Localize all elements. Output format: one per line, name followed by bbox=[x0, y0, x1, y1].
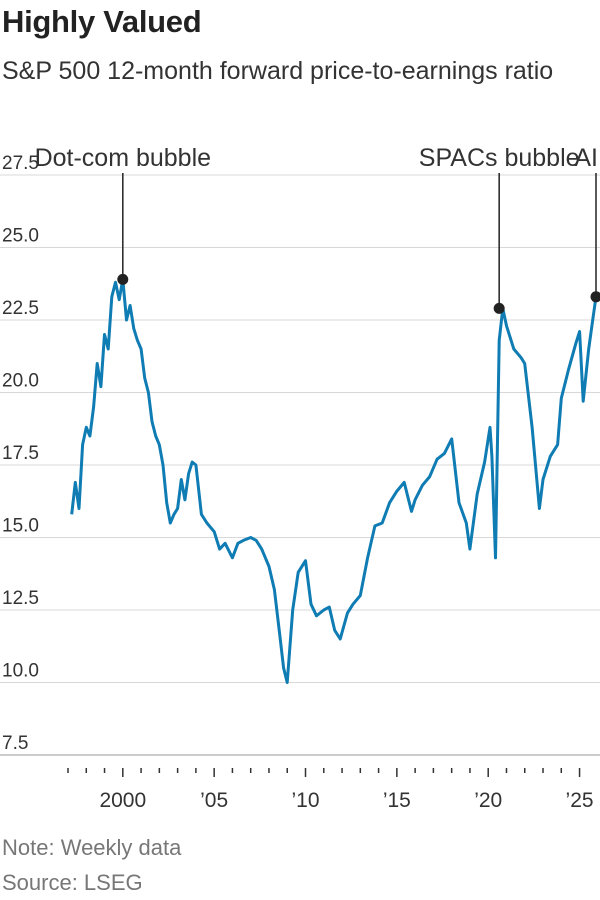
source-text: Source: LSEG bbox=[2, 870, 143, 895]
x-tick-label: ’05 bbox=[200, 789, 228, 812]
annotation-label: Dot-com bubble bbox=[35, 144, 211, 172]
x-tick-label: ’20 bbox=[474, 789, 502, 812]
y-tick-label: 17.5 bbox=[2, 443, 39, 464]
y-tick-label: 22.5 bbox=[2, 298, 39, 319]
note-text: Note: Weekly data bbox=[2, 835, 182, 860]
y-tick-label: 27.5 bbox=[2, 153, 39, 174]
annotation-dot bbox=[493, 302, 505, 314]
chart-subtitle: S&P 500 12-month forward price-to-earnin… bbox=[2, 57, 554, 85]
annotation-label: SPACs bubble bbox=[419, 144, 580, 172]
annotation-lines bbox=[122, 173, 597, 309]
annotation-dot bbox=[117, 273, 129, 285]
y-tick-label: 12.5 bbox=[2, 588, 39, 609]
y-tick-label: 10.0 bbox=[2, 661, 39, 682]
y-axis-tick-labels: 7.5 10.0 12.5 15.0 17.5 20.0 22.5 25.0 27.5 bbox=[2, 153, 39, 754]
series-line bbox=[70, 277, 598, 684]
chart-title: Highly Valued bbox=[2, 4, 202, 39]
annotation-dots bbox=[117, 273, 600, 314]
x-tick-label: 2000 bbox=[99, 789, 146, 812]
y-tick-label: 20.0 bbox=[2, 371, 39, 392]
x-axis: 2000 ’05 ’10 ’15 ’20 ’25 bbox=[67, 768, 594, 812]
y-tick-label: 25.0 bbox=[2, 226, 39, 247]
x-tick-label: ’10 bbox=[291, 789, 319, 812]
y-tick-label: 7.5 bbox=[2, 733, 28, 754]
y-tick-label: 15.0 bbox=[2, 516, 39, 537]
grid-lines bbox=[0, 174, 600, 756]
annotation-label: AI bbox=[574, 144, 598, 172]
x-tick-label: ’25 bbox=[566, 789, 594, 812]
x-tick-label: ’15 bbox=[383, 789, 411, 812]
annotation-dot bbox=[590, 291, 600, 303]
